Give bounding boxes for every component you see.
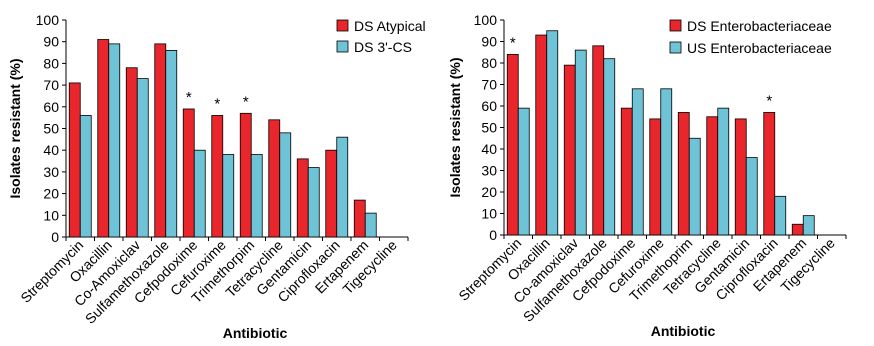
bar-1 xyxy=(763,112,776,236)
legend-swatch xyxy=(669,41,682,54)
bar-2 xyxy=(222,154,235,238)
bar-1 xyxy=(68,82,81,238)
y-tick-label: 60 xyxy=(43,99,59,115)
y-tick-label: 0 xyxy=(51,229,59,245)
bar-2 xyxy=(517,107,530,236)
bar-2 xyxy=(336,136,349,238)
significance-marker: * xyxy=(186,89,192,106)
bar-1 xyxy=(592,45,605,236)
significance-marker: * xyxy=(510,34,516,51)
y-tick-label: 20 xyxy=(481,184,497,200)
y-tick-label: 40 xyxy=(481,141,497,157)
bar-2 xyxy=(165,49,178,238)
bar-2 xyxy=(136,78,149,238)
bar-1 xyxy=(535,34,548,236)
bar-2 xyxy=(603,58,616,236)
y-tick-label: 100 xyxy=(474,12,498,28)
bar-1 xyxy=(620,107,633,236)
bar-1 xyxy=(706,116,719,236)
y-axis-title: Isolates resistant (%) xyxy=(7,58,23,198)
y-tick-label: 30 xyxy=(481,163,497,179)
y-tick-label: 70 xyxy=(481,77,497,93)
y-tick-label: 50 xyxy=(481,120,497,136)
bar-2 xyxy=(193,149,206,238)
bar-2 xyxy=(802,215,815,236)
bar-1 xyxy=(563,64,576,236)
bar-2 xyxy=(688,137,701,236)
significance-marker: * xyxy=(214,95,220,112)
bar-2 xyxy=(364,212,377,238)
y-tick-label: 70 xyxy=(43,77,59,93)
legend-swatch xyxy=(336,19,349,32)
bar-1 xyxy=(649,118,662,236)
bar-1 xyxy=(791,223,804,236)
bar-2 xyxy=(108,43,121,238)
bar-2 xyxy=(546,30,559,236)
bar-2 xyxy=(774,195,787,236)
bar-2 xyxy=(307,167,320,238)
bar-1 xyxy=(677,112,690,236)
x-axis-title: Antibiotic xyxy=(651,323,716,339)
y-tick-label: 0 xyxy=(489,227,497,243)
bar-1 xyxy=(506,54,519,236)
significance-marker: * xyxy=(243,93,249,110)
legend-label: DS Atypical xyxy=(354,18,426,34)
legend-label: DS 3'-CS xyxy=(354,39,412,55)
bar-2 xyxy=(631,88,644,236)
chart-panel-2: 0102030405060708090100StreptomycinOxacil… xyxy=(447,12,847,339)
bar-1 xyxy=(211,115,224,238)
y-tick-label: 90 xyxy=(43,34,59,50)
bar-2 xyxy=(279,132,292,238)
y-tick-label: 100 xyxy=(36,12,60,28)
y-tick-label: 90 xyxy=(481,34,497,50)
y-tick-label: 10 xyxy=(43,207,59,223)
significance-marker: * xyxy=(766,92,772,109)
chart-panel-1: 0102030405060708090100StreptomycinOxacil… xyxy=(7,12,426,341)
bar-1 xyxy=(296,158,309,238)
bar-2 xyxy=(79,115,92,238)
legend-label: DS Enterobacteriaceae xyxy=(687,18,832,34)
bar-1 xyxy=(182,108,195,238)
y-tick-label: 10 xyxy=(481,206,497,222)
bar-2 xyxy=(660,88,673,236)
bar-1 xyxy=(268,119,281,238)
bar-2 xyxy=(745,157,758,236)
bar-2 xyxy=(574,49,587,236)
legend-swatch xyxy=(669,19,682,32)
y-tick-label: 20 xyxy=(43,186,59,202)
y-tick-label: 30 xyxy=(43,164,59,180)
bar-2 xyxy=(717,107,730,236)
bar-1 xyxy=(325,149,338,238)
y-tick-label: 50 xyxy=(43,121,59,137)
bar-1 xyxy=(154,43,167,238)
bar-2 xyxy=(250,154,263,238)
bar-1 xyxy=(97,39,110,238)
y-tick-label: 80 xyxy=(481,55,497,71)
legend-label: US Enterobacteriaceae xyxy=(687,40,832,56)
y-axis-title: Isolates resistant (%) xyxy=(447,57,463,197)
y-tick-label: 60 xyxy=(481,98,497,114)
y-tick-label: 80 xyxy=(43,55,59,71)
bar-1 xyxy=(734,118,747,236)
y-tick-label: 40 xyxy=(43,142,59,158)
bar-1 xyxy=(353,199,366,238)
bar-1 xyxy=(239,112,252,238)
legend-swatch xyxy=(336,40,349,53)
x-axis-title: Antibiotic xyxy=(223,325,288,341)
bar-1 xyxy=(125,67,138,238)
